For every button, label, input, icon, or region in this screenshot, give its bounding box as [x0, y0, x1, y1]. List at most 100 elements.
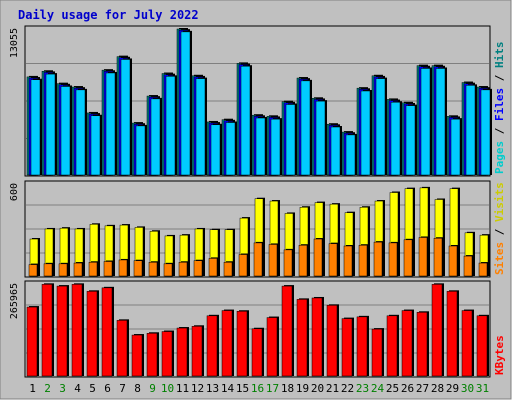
bar-sites-day-22: [343, 245, 353, 277]
bar-kbytes-day-17: [266, 317, 278, 377]
bar-kbytes-day-11: [176, 327, 188, 377]
bar-pages-day-7: [120, 59, 131, 176]
y-max-label: 600: [9, 183, 20, 201]
x-tick-label-day-8: 8: [134, 382, 141, 395]
x-tick-label-day-23: 23: [356, 382, 369, 395]
legend-files: Files: [493, 88, 506, 121]
x-tick-label-day-16: 16: [251, 382, 264, 395]
x-tick-label-day-15: 15: [236, 382, 249, 395]
bar-kbytes-day-29: [446, 291, 458, 377]
x-tick-label-day-1: 1: [29, 382, 36, 395]
x-tick-label-day-20: 20: [311, 382, 324, 395]
x-tick-label-day-12: 12: [191, 382, 204, 395]
bar-kbytes-day-8: [131, 334, 143, 377]
x-tick-label-day-18: 18: [281, 382, 294, 395]
bar-sites-day-20: [313, 238, 323, 277]
panel-kbytes: 265965 KBytes: [9, 280, 506, 378]
bar-pages-day-26: [405, 105, 416, 176]
bar-pages-day-9: [150, 98, 161, 176]
bar-pages-day-17: [270, 118, 281, 176]
legend-visits: Visits: [493, 182, 506, 222]
bar-sites-day-13: [208, 258, 218, 277]
bar-kbytes-day-10: [161, 331, 173, 377]
bar-kbytes-day-18: [281, 285, 293, 377]
bar-kbytes-day-20: [311, 297, 323, 377]
bar-pages-day-28: [435, 68, 446, 176]
y-max-label: 265965: [9, 283, 20, 319]
bar-pages-day-12: [195, 78, 206, 176]
x-tick-label-day-14: 14: [221, 382, 235, 395]
bar-sites-day-4: [73, 262, 83, 277]
x-tick-label-day-28: 28: [431, 382, 444, 395]
bar-kbytes-day-5: [86, 291, 98, 377]
bar-pages-day-30: [465, 85, 476, 176]
bar-sites-day-28: [433, 238, 443, 277]
legend-kbytes: KBytes: [493, 335, 506, 375]
bar-kbytes-day-6: [101, 287, 113, 377]
x-tick-label-day-30: 30: [461, 382, 474, 395]
bar-pages-day-24: [375, 78, 386, 176]
bar-sites-day-3: [58, 263, 68, 277]
bar-sites-day-6: [103, 261, 113, 277]
bar-pages-day-25: [390, 101, 401, 176]
bar-kbytes-day-23: [356, 316, 368, 377]
bar-sites-day-29: [448, 245, 458, 277]
bar-sites-day-30: [463, 255, 473, 277]
legend-kbytes: KBytes: [493, 335, 506, 375]
legend-hits: Hits: [493, 42, 506, 69]
bar-sites-day-26: [403, 239, 413, 277]
bar-sites-day-21: [328, 243, 338, 277]
x-tick-label-day-27: 27: [416, 382, 429, 395]
bar-pages-day-3: [60, 86, 71, 176]
x-tick-label-day-26: 26: [401, 382, 414, 395]
x-tick-label-day-31: 31: [476, 382, 489, 395]
x-tick-label-day-17: 17: [266, 382, 279, 395]
bar-kbytes-day-15: [236, 311, 248, 377]
bar-kbytes-day-2: [41, 284, 53, 377]
bar-kbytes-day-1: [26, 306, 38, 377]
bar-kbytes-day-4: [71, 284, 83, 377]
bar-sites-day-23: [358, 244, 368, 277]
bar-kbytes-day-21: [326, 305, 338, 377]
bar-kbytes-day-14: [221, 310, 233, 377]
bar-kbytes-day-25: [386, 315, 398, 377]
legend-sites: Sites: [493, 242, 506, 275]
legend-separator: /: [493, 121, 506, 141]
y-max-label: 13055: [9, 28, 20, 58]
bar-pages-day-15: [240, 65, 251, 176]
x-tick-label-day-24: 24: [371, 382, 385, 395]
bar-pages-day-22: [345, 134, 356, 176]
bar-sites-day-7: [118, 259, 128, 277]
bar-pages-day-2: [45, 73, 56, 176]
bar-pages-day-14: [225, 122, 236, 176]
bar-sites-day-18: [283, 249, 293, 277]
x-tick-label-day-5: 5: [89, 382, 96, 395]
x-tick-label-day-3: 3: [59, 382, 66, 395]
legend-separator: /: [493, 222, 506, 242]
chart-panels: 13055 Pages / Files / Hits 600 Sites / Visi…: [9, 25, 506, 378]
x-tick-label-day-2: 2: [44, 382, 51, 395]
x-tick-label-day-29: 29: [446, 382, 459, 395]
legend-pages: Pages: [493, 141, 506, 174]
x-tick-label-day-4: 4: [74, 382, 81, 395]
bar-kbytes-day-24: [371, 328, 383, 377]
x-axis-day-labels: 1 2 3 4 5 6 7 8 9 10 11 12 13 14 15 16 17 18 19 20 21 22 23 24 2…: [29, 382, 489, 395]
bar-kbytes-day-27: [416, 312, 428, 377]
legend-visits-sites: Sites / Visits: [493, 182, 506, 275]
bar-pages-day-21: [330, 126, 341, 176]
bar-sites-day-17: [268, 244, 278, 277]
bar-kbytes-day-12: [191, 326, 203, 377]
bar-kbytes-day-9: [146, 333, 158, 377]
bar-pages-day-13: [210, 124, 221, 176]
bar-pages-day-23: [360, 90, 371, 176]
bar-sites-day-15: [238, 254, 248, 277]
x-tick-label-day-11: 11: [176, 382, 189, 395]
x-tick-label-day-25: 25: [386, 382, 399, 395]
x-tick-label-day-10: 10: [161, 382, 174, 395]
x-tick-label-day-9: 9: [149, 382, 156, 395]
bar-pages-day-4: [75, 89, 86, 176]
bar-kbytes-day-30: [461, 310, 473, 377]
bar-sites-day-19: [298, 244, 308, 277]
x-tick-label-day-13: 13: [206, 382, 219, 395]
bar-sites-day-9: [148, 262, 158, 277]
